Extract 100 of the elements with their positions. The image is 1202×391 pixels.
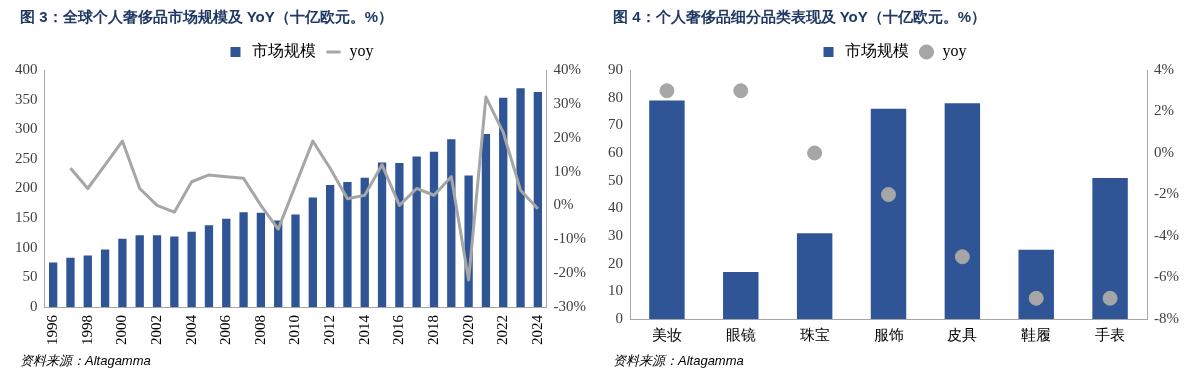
bar bbox=[447, 139, 456, 307]
bar bbox=[204, 225, 214, 307]
point bbox=[1028, 290, 1044, 306]
x-tick-label: 1996 bbox=[44, 314, 61, 345]
bar bbox=[870, 108, 907, 319]
y-tick-label: 40 bbox=[608, 199, 623, 216]
bar bbox=[256, 212, 266, 307]
x-tick-label: 2020 bbox=[459, 315, 476, 345]
bar bbox=[187, 231, 196, 307]
bar bbox=[944, 103, 981, 319]
y2-tick-label: 0% bbox=[1154, 143, 1175, 160]
point bbox=[659, 83, 675, 99]
x-tick-label: 2012 bbox=[321, 315, 338, 345]
bar bbox=[291, 214, 300, 307]
y-tick-label: 100 bbox=[15, 238, 38, 255]
x-tick-label: 2014 bbox=[355, 314, 372, 345]
y-tick-label: 0 bbox=[615, 309, 623, 326]
bar bbox=[395, 163, 404, 307]
y-tick-label: 0 bbox=[30, 297, 38, 314]
y2-tick-label: -2% bbox=[1154, 185, 1180, 202]
bar bbox=[152, 235, 162, 307]
y2-tick-label: 40% bbox=[553, 60, 582, 77]
text: 资料来源：Altagamma bbox=[19, 352, 152, 370]
y2-tick-label: -20% bbox=[553, 264, 587, 281]
bar bbox=[135, 235, 144, 307]
y-tick-label: 50 bbox=[608, 171, 623, 188]
x-tick-label: 2018 bbox=[424, 315, 441, 345]
x-tick-label: 2010 bbox=[286, 315, 303, 345]
y-tick-label: 20 bbox=[608, 254, 623, 271]
x-tick-label: 2004 bbox=[182, 314, 199, 345]
y-tick-label: 80 bbox=[608, 88, 623, 105]
y2-tick-label: -8% bbox=[1154, 309, 1180, 326]
y2-tick-label: -6% bbox=[1154, 268, 1180, 285]
y-tick-label: 30 bbox=[608, 226, 623, 243]
y2-tick-label: 2% bbox=[1154, 102, 1175, 119]
bar bbox=[274, 220, 283, 307]
x-tick-label: 2002 bbox=[147, 315, 164, 345]
x-tick-label: 2016 bbox=[390, 314, 407, 345]
x-tick-label: 美妆 bbox=[651, 326, 682, 343]
legend-label: 市场规模 bbox=[251, 42, 316, 60]
x-tick-label: 1998 bbox=[78, 315, 95, 345]
bar bbox=[83, 255, 92, 307]
point bbox=[881, 187, 897, 202]
y2-tick-label: 4% bbox=[1154, 60, 1175, 77]
y2-tick-label: -4% bbox=[1154, 226, 1180, 243]
bar bbox=[723, 271, 759, 319]
y-tick-label: 70 bbox=[608, 116, 623, 133]
x-tick-label: 皮具 bbox=[947, 326, 978, 343]
y-tick-label: 60 bbox=[608, 143, 623, 160]
y-tick-label: 200 bbox=[15, 179, 38, 196]
bar bbox=[308, 197, 317, 307]
bar bbox=[649, 100, 685, 319]
y-tick-label: 400 bbox=[15, 60, 38, 77]
x-tick-label: 珠宝 bbox=[799, 326, 830, 343]
bar bbox=[360, 177, 369, 307]
bar bbox=[343, 181, 352, 307]
x-tick-label: 2006 bbox=[217, 314, 234, 345]
y-tick-label: 50 bbox=[22, 268, 38, 285]
x-tick-label: 2024 bbox=[528, 314, 545, 345]
bar bbox=[377, 162, 387, 307]
y2-tick-label: 10% bbox=[553, 162, 582, 179]
point bbox=[807, 145, 823, 161]
y-tick-label: 10 bbox=[608, 282, 623, 299]
bar bbox=[412, 156, 421, 307]
bar bbox=[499, 97, 508, 307]
x-tick-label: 眼镜 bbox=[725, 326, 756, 343]
x-tick-label: 服饰 bbox=[873, 326, 904, 343]
y-tick-label: 90 bbox=[608, 60, 623, 77]
point bbox=[1102, 290, 1118, 306]
bar bbox=[66, 257, 75, 307]
x-tick-label: 2008 bbox=[251, 315, 268, 345]
y2-tick-label: 0% bbox=[553, 196, 574, 213]
bar bbox=[533, 91, 543, 307]
legend-label: yoy bbox=[349, 42, 374, 61]
chart-title: 图 3：全球个人奢侈品市场规模及 YoY（十亿欧元。%） bbox=[19, 8, 395, 27]
legend-label: yoy bbox=[942, 42, 967, 61]
bar bbox=[429, 151, 439, 307]
bar bbox=[49, 262, 58, 307]
bar bbox=[1092, 177, 1128, 319]
y-tick-label: 300 bbox=[15, 120, 38, 137]
y2-tick-label: -10% bbox=[553, 230, 587, 247]
bar bbox=[170, 236, 179, 307]
x-tick-label: 2000 bbox=[113, 315, 130, 345]
x-tick-label: 手表 bbox=[1095, 326, 1126, 343]
y-tick-label: 150 bbox=[15, 209, 38, 226]
bar bbox=[796, 233, 833, 319]
x-tick-label: 2022 bbox=[494, 315, 511, 345]
chart-title: 图 4：个人奢侈品细分品类表现及 YoY（十亿欧元。%） bbox=[612, 8, 988, 27]
bar bbox=[222, 218, 231, 307]
bar bbox=[239, 212, 248, 307]
bar bbox=[481, 133, 491, 307]
x-tick-label: 鞋履 bbox=[1021, 326, 1052, 343]
bar bbox=[516, 88, 525, 307]
point bbox=[954, 249, 970, 265]
y-tick-label: 250 bbox=[15, 149, 38, 166]
bar bbox=[118, 238, 127, 307]
bar bbox=[325, 184, 335, 307]
bar bbox=[1018, 249, 1054, 319]
text: 资料来源：Altagamma bbox=[612, 352, 745, 370]
point bbox=[733, 83, 749, 99]
